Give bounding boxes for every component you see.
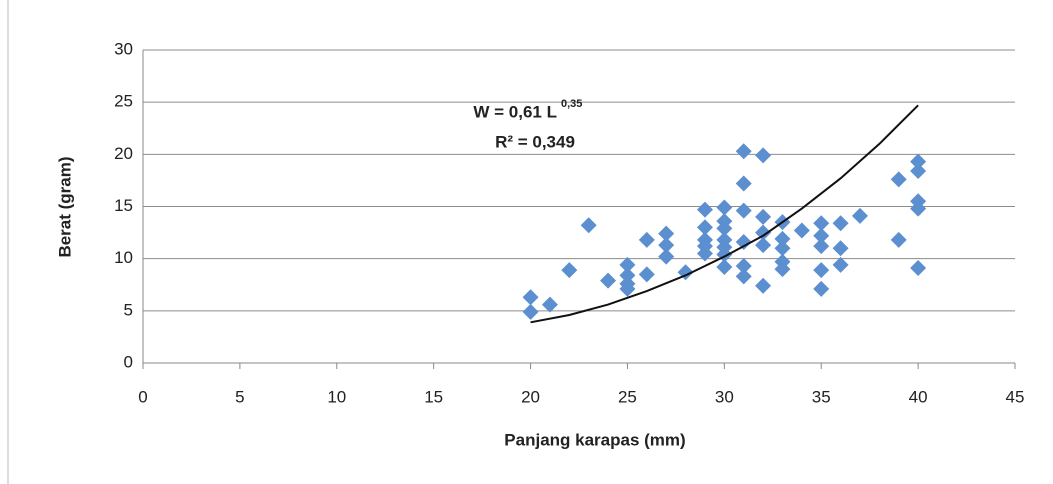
x-tick-label: 45 [1006,387,1025,406]
data-point [735,175,752,192]
data-point [638,231,655,248]
x-tick-label: 10 [327,387,346,406]
data-point [600,272,617,289]
x-tick-label: 20 [521,387,540,406]
data-point [755,147,772,164]
r-squared: R² = 0,349 [495,132,575,151]
data-point [813,227,830,244]
x-axis-label: Panjang karapas (mm) [504,430,685,449]
data-point [774,230,791,247]
y-tick-label: 15 [114,196,133,215]
data-point [832,256,849,273]
y-tick-label: 5 [124,300,133,319]
y-tick-label: 10 [114,248,133,267]
data-point [716,259,733,276]
equation-exponent: 0,35 [561,98,582,110]
x-tick-label: 5 [235,387,244,406]
data-point [813,262,830,279]
data-point [696,201,713,218]
data-point [755,237,772,254]
data-point [580,217,597,234]
data-point [735,233,752,250]
data-point [735,268,752,285]
data-point [619,280,636,297]
data-point [910,153,927,170]
data-point [832,215,849,232]
y-tick-label: 25 [114,92,133,111]
marks [522,104,927,324]
data-point [658,237,675,254]
data-point [813,280,830,297]
trendline [530,104,919,324]
data-point [696,219,713,236]
data-point [813,238,830,255]
data-point [716,246,733,263]
data-point [755,208,772,225]
data-point [793,222,810,239]
grid: 0 5 10 15 20 25 30 0 5 10 15 20 25 30 35 40 45 [114,39,1024,406]
data-point [619,256,636,273]
data-point [755,277,772,294]
data-point [851,207,868,224]
x-tick-label: 25 [618,387,637,406]
y-tick-label: 30 [114,39,133,58]
data-point [774,261,791,278]
data-point [522,303,539,320]
data-point [638,266,655,283]
x-tick-label: 15 [424,387,443,406]
data-point [910,260,927,277]
y-axis-label: Berat (gram) [55,156,74,257]
data-point [716,199,733,216]
equation: W = 0,61 L [473,102,557,121]
data-point [832,240,849,257]
x-tick-label: 40 [909,387,928,406]
data-point [735,202,752,219]
data-point [658,225,675,242]
data-point [890,231,907,248]
x-tick-label: 30 [715,387,734,406]
data-point [716,220,733,237]
data-point [522,289,539,306]
y-tick-label: 0 [124,352,133,371]
data-point [755,224,772,241]
data-point [619,267,636,284]
data-point [696,245,713,262]
x-tick-label: 35 [812,387,831,406]
data-point [890,171,907,188]
data-point [735,257,752,274]
y-tick-label: 20 [114,144,133,163]
data-point [735,143,752,160]
data-point [813,215,830,232]
data-point [910,163,927,180]
data-point [910,200,927,217]
data-point [561,262,578,279]
data-point [541,296,558,313]
data-point [658,248,675,265]
data-point [774,240,791,257]
x-tick-label: 0 [138,387,147,406]
